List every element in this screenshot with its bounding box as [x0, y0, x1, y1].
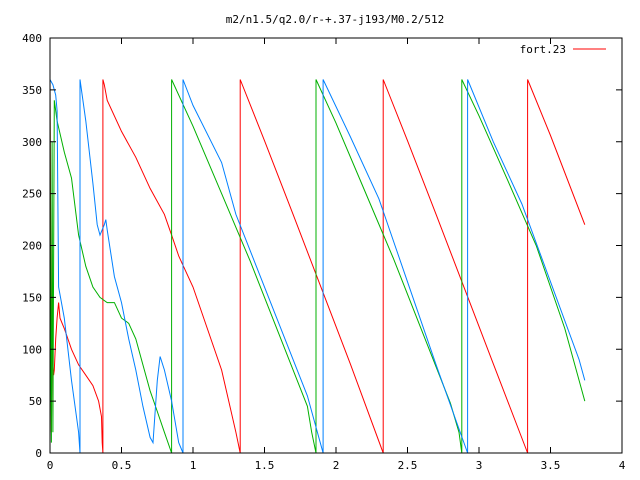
- y-tick-label: 250: [22, 188, 42, 201]
- y-tick-label: 50: [29, 395, 42, 408]
- x-tick-label: 2: [333, 459, 340, 472]
- legend: fort.23: [520, 43, 606, 56]
- x-tick-label: 0: [47, 459, 54, 472]
- series-layer: [49, 79, 586, 454]
- y-tick-label: 400: [22, 32, 42, 45]
- y-tick-label: 350: [22, 84, 42, 97]
- x-tick-label: 4: [619, 459, 626, 472]
- series-line-3: [49, 79, 586, 454]
- y-tick-label: 0: [35, 447, 42, 460]
- x-tick-label: 1: [190, 459, 197, 472]
- y-tick-label: 150: [22, 291, 42, 304]
- series-line-1: [49, 79, 586, 454]
- series-line-2: [49, 79, 586, 454]
- axis-layer: 0 0.5 1 1.5 2 2.5 3 3.5 4 0 50 100 150 200 250 300 350 40…: [22, 32, 626, 472]
- x-tick-label: 1.5: [255, 459, 275, 472]
- chart-title: m2/n1.5/q2.0/r-+.37-j193/M0.2/512: [226, 13, 445, 26]
- x-tick-label: 0.5: [112, 459, 132, 472]
- y-tick-label: 300: [22, 136, 42, 149]
- legend-label-fort-23: fort.23: [520, 43, 566, 56]
- y-tick-label: 100: [22, 343, 42, 356]
- x-tick-label: 3.5: [541, 459, 561, 472]
- x-tick-label: 2.5: [398, 459, 418, 472]
- y-tick-label: 200: [22, 240, 42, 253]
- x-tick-label: 3: [476, 459, 483, 472]
